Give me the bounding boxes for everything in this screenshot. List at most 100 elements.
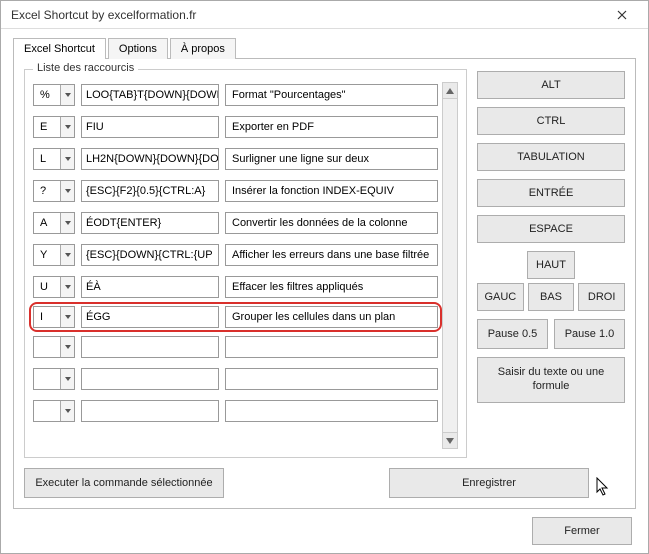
shortcut-row: L LH2N{DOWN}{DOWN}{DO Surligner une ligne … bbox=[33, 146, 438, 172]
chevron-down-icon[interactable] bbox=[60, 245, 74, 265]
execute-button[interactable]: Executer la commande sélectionnée bbox=[24, 468, 224, 498]
group-label: Liste des raccourcis bbox=[33, 62, 138, 74]
key-combo[interactable]: A bbox=[33, 212, 75, 234]
insert-text-button[interactable]: Saisir du texte ou une formule bbox=[477, 357, 625, 403]
chevron-down-icon[interactable] bbox=[60, 85, 74, 105]
footer: Fermer bbox=[13, 509, 636, 545]
key-combo[interactable] bbox=[33, 336, 75, 358]
shortcut-row: % LOO{TAB}T{DOWN}{DOWN Format "Pourcentage… bbox=[33, 82, 438, 108]
shortcut-row bbox=[33, 398, 438, 424]
chevron-down-icon[interactable] bbox=[60, 149, 74, 169]
left-column: Liste des raccourcis %LOO{TAB}T{DOWN}{DO… bbox=[24, 69, 467, 458]
tab-strip: Excel Shortcut Options À propos bbox=[13, 37, 636, 58]
chevron-down-icon[interactable] bbox=[60, 181, 74, 201]
shortcut-row: ? {ESC}{F2}{0.5}{CTRL:A} Insérer la foncti… bbox=[33, 178, 438, 204]
upper-row: Liste des raccourcis %LOO{TAB}T{DOWN}{DO… bbox=[24, 69, 625, 458]
pause-row: Pause 0.5 Pause 1.0 bbox=[477, 319, 625, 349]
key-combo[interactable]: U bbox=[33, 276, 75, 298]
shortcut-row bbox=[33, 334, 438, 360]
key-combo[interactable]: Y bbox=[33, 244, 75, 266]
description-input[interactable]: Effacer les filtres appliqués bbox=[225, 276, 438, 298]
key-value: E bbox=[40, 121, 47, 133]
sequence-input[interactable] bbox=[81, 336, 219, 358]
titlebar: Excel Shortcut by excelformation.fr bbox=[1, 1, 648, 29]
cursor-icon bbox=[596, 477, 610, 497]
sequence-input[interactable]: ÉODT{ENTER} bbox=[81, 212, 219, 234]
key-value: I bbox=[40, 311, 43, 323]
sequence-input[interactable]: ÉGG bbox=[81, 306, 219, 328]
chevron-down-icon[interactable] bbox=[60, 337, 74, 357]
shortcut-row: A ÉODT{ENTER} Convertir les données de la … bbox=[33, 210, 438, 236]
space-button[interactable]: ESPACE bbox=[477, 215, 625, 243]
shortcut-list-group: Liste des raccourcis %LOO{TAB}T{DOWN}{DO… bbox=[24, 69, 467, 458]
chevron-down-icon[interactable] bbox=[60, 369, 74, 389]
down-button[interactable]: BAS bbox=[528, 283, 575, 311]
direction-grid: HAUT GAUC BAS DROI bbox=[477, 251, 625, 311]
up-button[interactable]: HAUT bbox=[527, 251, 575, 279]
chevron-down-icon[interactable] bbox=[60, 213, 74, 233]
key-value: A bbox=[40, 217, 47, 229]
tabulation-button[interactable]: TABULATION bbox=[477, 143, 625, 171]
key-combo[interactable]: L bbox=[33, 148, 75, 170]
shortcut-row: Y {ESC}{DOWN}{CTRL:{UP Afficher les erreur… bbox=[33, 242, 438, 268]
description-input[interactable]: Insérer la fonction INDEX-EQUIV bbox=[225, 180, 438, 202]
description-input[interactable]: Format "Pourcentages" bbox=[225, 84, 438, 106]
save-button[interactable]: Enregistrer bbox=[389, 468, 589, 498]
sequence-input[interactable]: LH2N{DOWN}{DOWN}{DO bbox=[81, 148, 219, 170]
description-input[interactable] bbox=[225, 400, 438, 422]
bottom-bar: Executer la commande sélectionnée Enregi… bbox=[24, 458, 625, 498]
key-value: ? bbox=[40, 185, 46, 197]
key-combo[interactable] bbox=[33, 400, 75, 422]
tab-options[interactable]: Options bbox=[108, 38, 168, 59]
sequence-input[interactable]: ÉÀ bbox=[81, 276, 219, 298]
scroll-up-icon[interactable] bbox=[443, 83, 457, 99]
description-input[interactable]: Convertir les données de la colonne bbox=[225, 212, 438, 234]
description-input[interactable] bbox=[225, 336, 438, 358]
chevron-down-icon[interactable] bbox=[60, 401, 74, 421]
tab-excel-shortcut[interactable]: Excel Shortcut bbox=[13, 38, 106, 59]
key-value: U bbox=[40, 281, 48, 293]
sequence-input[interactable]: FIU bbox=[81, 116, 219, 138]
vertical-scrollbar[interactable] bbox=[442, 82, 458, 449]
sequence-input[interactable]: LOO{TAB}T{DOWN}{DOWN bbox=[81, 84, 219, 106]
chevron-down-icon[interactable] bbox=[60, 277, 74, 297]
description-input[interactable] bbox=[225, 368, 438, 390]
left-button[interactable]: GAUC bbox=[477, 283, 524, 311]
key-combo[interactable]: E bbox=[33, 116, 75, 138]
sequence-input[interactable]: {ESC}{DOWN}{CTRL:{UP bbox=[81, 244, 219, 266]
description-input[interactable]: Grouper les cellules dans un plan bbox=[225, 306, 438, 328]
chevron-down-icon[interactable] bbox=[60, 117, 74, 137]
close-button[interactable]: Fermer bbox=[532, 517, 632, 545]
pause-10-button[interactable]: Pause 1.0 bbox=[554, 319, 625, 349]
save-button-label: Enregistrer bbox=[462, 477, 516, 489]
chevron-down-icon[interactable] bbox=[60, 307, 74, 327]
window: Excel Shortcut by excelformation.fr Exce… bbox=[0, 0, 649, 554]
sequence-input[interactable] bbox=[81, 400, 219, 422]
shortcut-row: E FIU Exporter en PDF bbox=[33, 114, 438, 140]
key-combo[interactable] bbox=[33, 368, 75, 390]
right-button[interactable]: DROI bbox=[578, 283, 625, 311]
shortcut-row: I ÉGG Grouper les cellules dans un plan bbox=[31, 304, 440, 330]
close-icon[interactable] bbox=[602, 3, 642, 27]
key-combo[interactable]: % bbox=[33, 84, 75, 106]
client-area: Excel Shortcut Options À propos Liste de… bbox=[1, 29, 648, 553]
ctrl-button[interactable]: CTRL bbox=[477, 107, 625, 135]
description-input[interactable]: Surligner une ligne sur deux bbox=[225, 148, 438, 170]
key-value: Y bbox=[40, 249, 47, 261]
description-input[interactable]: Afficher les erreurs dans une base filtr… bbox=[225, 244, 438, 266]
shortcut-row: U ÉÀ Effacer les filtres appliqués bbox=[33, 274, 438, 300]
key-combo[interactable]: I bbox=[33, 306, 75, 328]
sequence-input[interactable] bbox=[81, 368, 219, 390]
description-input[interactable]: Exporter en PDF bbox=[225, 116, 438, 138]
sequence-input[interactable]: {ESC}{F2}{0.5}{CTRL:A} bbox=[81, 180, 219, 202]
enter-button[interactable]: ENTRÉE bbox=[477, 179, 625, 207]
shortcut-row bbox=[33, 366, 438, 392]
key-value: L bbox=[40, 153, 46, 165]
pause-05-button[interactable]: Pause 0.5 bbox=[477, 319, 548, 349]
scroll-down-icon[interactable] bbox=[443, 432, 457, 448]
tab-page: Liste des raccourcis % LOO{TAB}T{DOWN}{DO… bbox=[13, 58, 636, 509]
alt-button[interactable]: ALT bbox=[477, 71, 625, 99]
tab-about[interactable]: À propos bbox=[170, 38, 236, 59]
key-value: % bbox=[40, 89, 50, 101]
key-combo[interactable]: ? bbox=[33, 180, 75, 202]
